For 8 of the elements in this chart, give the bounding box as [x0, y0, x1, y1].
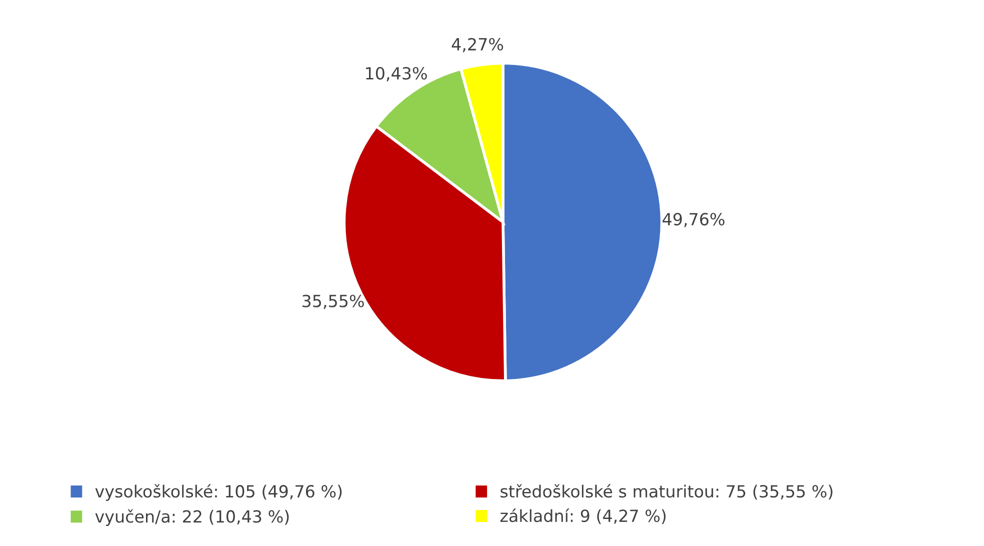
data-label: 4,27%: [452, 38, 504, 52]
legend-label: středoškolské s maturitou: 75 (35,55 %): [500, 484, 832, 500]
data-label: 49,76%: [662, 212, 724, 228]
data-label: 10,43%: [366, 67, 427, 82]
legend-label: vyučen/a: 22 (10,43 %): [95, 509, 289, 526]
legend-label: vysokoškolské: 105 (49,76 %): [95, 484, 342, 501]
data-label: 35,55%: [302, 294, 364, 310]
legend-label: základní: 9 (4,27 %): [500, 508, 666, 524]
